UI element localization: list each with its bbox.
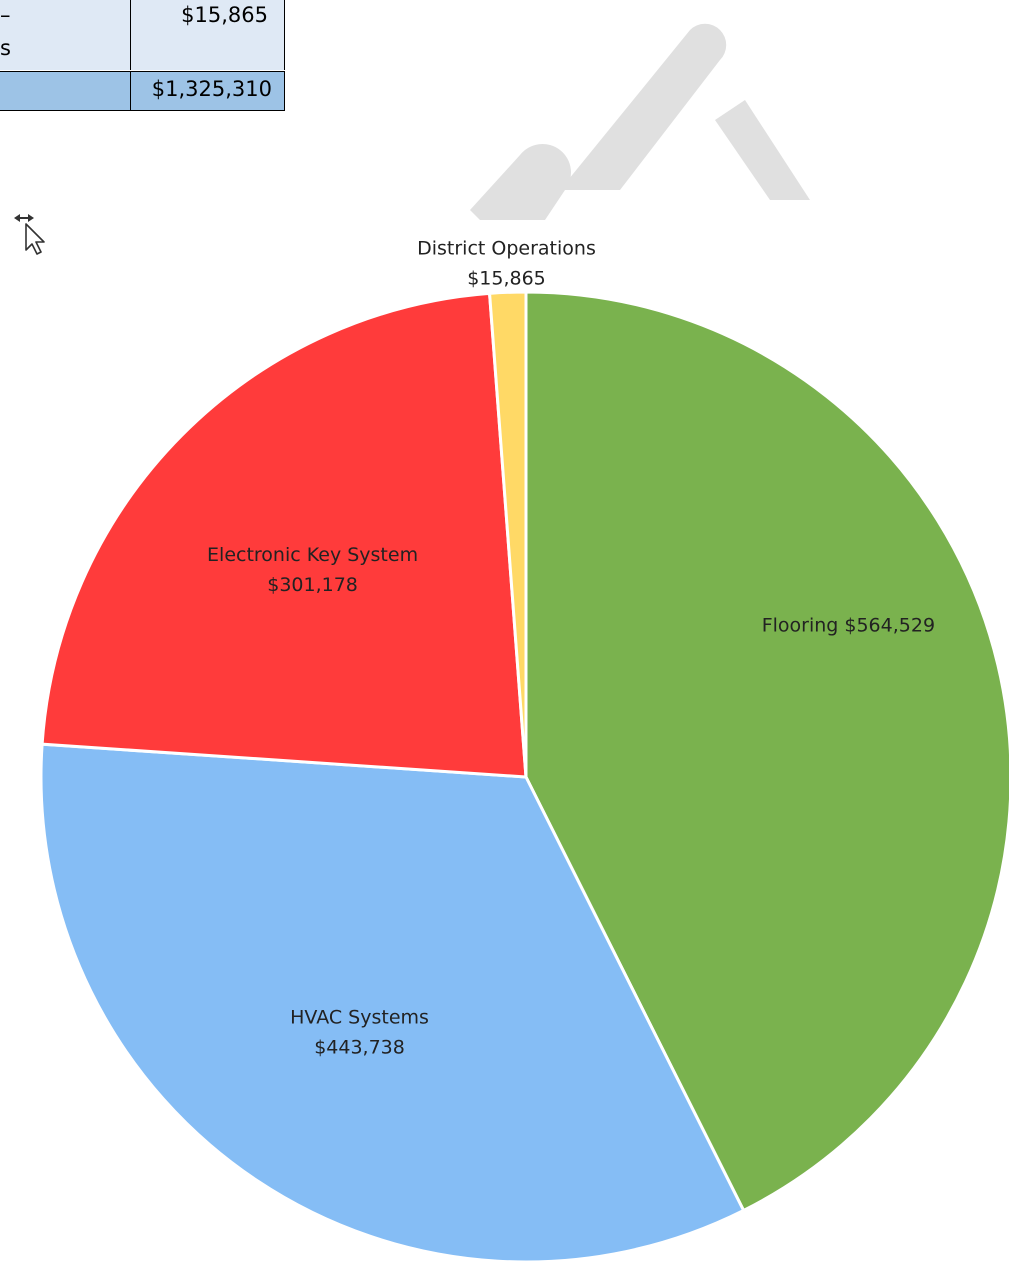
- pie-label-value: $15,865: [467, 267, 546, 289]
- pie-label-name: District Operations: [417, 237, 596, 259]
- table-row-label-line1: –: [0, 3, 11, 27]
- pie-label-name-value: Flooring $564,529: [762, 615, 935, 637]
- pie-label-name: HVAC Systems: [290, 1006, 429, 1028]
- table-total-label-cell: [0, 71, 131, 111]
- pie-slice-electronic-key-system: [40, 291, 528, 779]
- table-row-label-line2: s: [0, 36, 11, 60]
- table-total-value: $1,325,310: [151, 77, 272, 101]
- summary-table: – s $15,865 $1,325,310: [0, 0, 987, 130]
- pie-label-district-operations: District Operations $15,865: [417, 237, 596, 289]
- move-cursor-icon: [14, 214, 45, 255]
- table-row-value: $15,865: [181, 3, 268, 27]
- pie-chart: Flooring $564,529 HVAC Systems $443,738 Ele…: [0, 200, 1009, 1264]
- table-total-value-cell: $1,325,310: [131, 71, 285, 111]
- pie-chart-svg: Flooring $564,529 HVAC Systems $443,738 Ele…: [39, 237, 1009, 1264]
- pie-label-flooring: Flooring $564,529: [762, 615, 935, 637]
- table-row-value-cell: $15,865: [131, 0, 285, 70]
- table-row-label-cell: – s: [0, 0, 131, 70]
- pie-label-electronic-key-system: Electronic Key System $301,178: [207, 544, 418, 596]
- pie-slice-flooring: [524, 290, 1009, 1213]
- pie-slice-hvac-systems: [39, 742, 746, 1264]
- pie-slice-district-operations: [487, 290, 528, 778]
- pie-label-value: $443,738: [314, 1036, 405, 1058]
- pie-label-name: Electronic Key System: [207, 544, 418, 566]
- pie-label-hvac-systems: HVAC Systems $443,738: [290, 1006, 429, 1058]
- pie-label-value: $301,178: [267, 574, 358, 596]
